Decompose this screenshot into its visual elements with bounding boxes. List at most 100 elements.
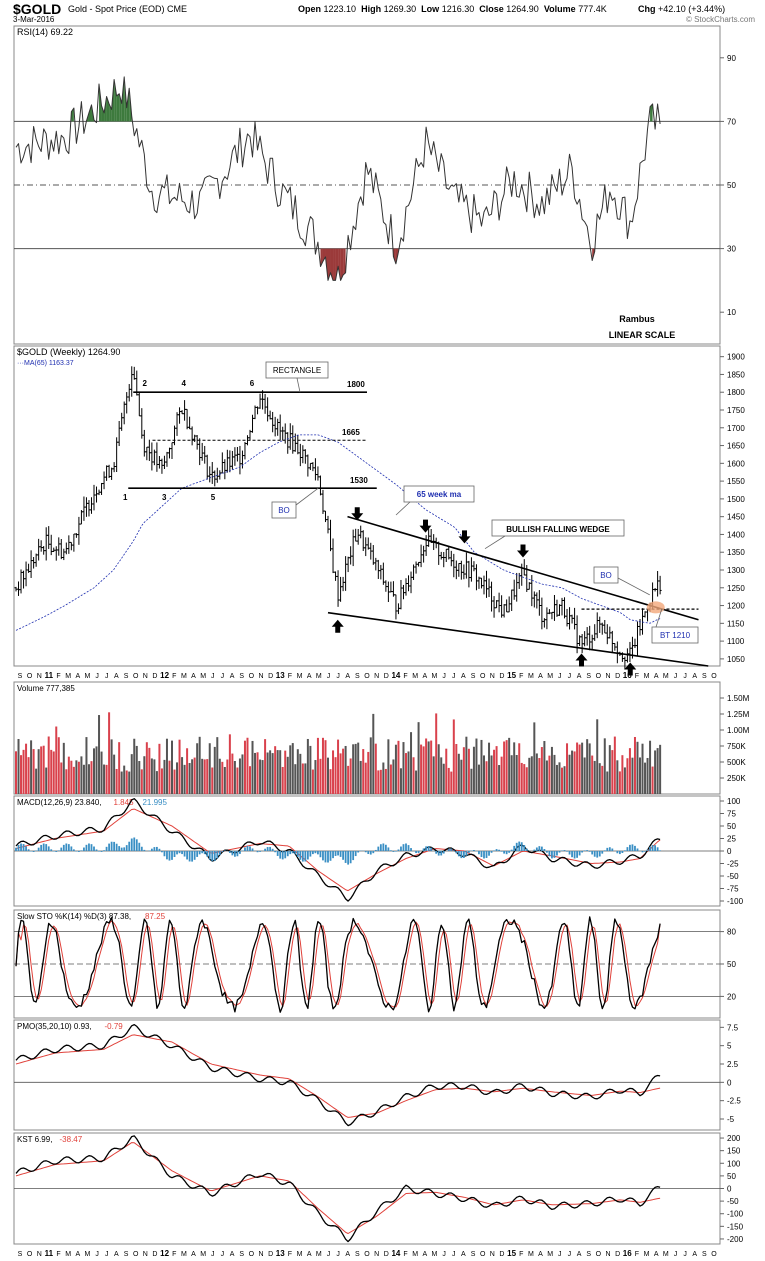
bottom-x-axis-label: A bbox=[191, 1251, 196, 1258]
volume-bar bbox=[42, 745, 45, 794]
arrow-down-1 bbox=[351, 507, 364, 521]
macd-histogram-bar bbox=[478, 851, 480, 855]
price-axis-tick-label: 1750 bbox=[727, 406, 745, 415]
macd-histogram-bar bbox=[495, 849, 498, 851]
volume-bar bbox=[196, 743, 199, 794]
bottom-x-axis-label: J bbox=[674, 1251, 678, 1258]
bottom-x-axis-label: O bbox=[364, 1251, 370, 1258]
volume-bar bbox=[654, 750, 657, 794]
bo-callout-box bbox=[271, 501, 297, 519]
volume-bar bbox=[269, 750, 272, 794]
bottom-x-axis-label: S bbox=[18, 1251, 23, 1258]
rsi-axis-tick-label: 50 bbox=[727, 181, 736, 190]
volume-bar bbox=[515, 754, 518, 794]
price-x-axis-label: D bbox=[384, 673, 389, 680]
volume-bar bbox=[27, 757, 30, 794]
macd-histogram-bar bbox=[143, 849, 146, 851]
macd-histogram-bar bbox=[269, 846, 272, 851]
macd-histogram-bar bbox=[98, 851, 100, 852]
bottom-x-axis-label: O bbox=[596, 1251, 602, 1258]
bottom-x-axis-label: M bbox=[200, 1251, 206, 1258]
stochastic-axis-tick-label: 50 bbox=[727, 960, 736, 969]
volume-bar bbox=[435, 713, 438, 794]
macd-histogram-bar bbox=[85, 844, 88, 851]
price-x-axis-label: M bbox=[412, 673, 418, 680]
price-x-axis-label: M bbox=[297, 673, 303, 680]
macd-histogram-bar bbox=[558, 851, 561, 853]
volume-bar bbox=[354, 743, 357, 794]
macd-histogram-bar bbox=[455, 851, 458, 854]
macd-histogram-bar bbox=[344, 851, 347, 863]
volume-bar bbox=[301, 763, 304, 794]
macd-histogram-bar bbox=[452, 850, 455, 851]
macd-histogram-bar bbox=[538, 846, 541, 851]
bottom-x-axis-label: M bbox=[528, 1251, 534, 1258]
macd-histogram-bar bbox=[274, 851, 277, 853]
macd-histogram-bar bbox=[548, 851, 551, 857]
bottom-x-axis-label: 11 bbox=[45, 1249, 54, 1258]
macd-histogram-bar bbox=[377, 846, 380, 851]
volume-bar bbox=[397, 740, 400, 794]
volume-bar bbox=[294, 764, 297, 794]
volume-axis-label: 250K bbox=[727, 774, 746, 783]
macd-histogram-bar bbox=[158, 848, 161, 851]
macd-histogram-bar bbox=[629, 844, 631, 851]
volume-bar bbox=[87, 764, 90, 794]
volume-bar bbox=[339, 753, 342, 794]
macd-histogram-bar bbox=[289, 851, 292, 855]
volume-bar bbox=[279, 750, 282, 794]
macd-histogram-bar bbox=[55, 851, 58, 852]
price-axis-tick-label: 1300 bbox=[727, 566, 745, 575]
macd-histogram-bar bbox=[110, 841, 113, 851]
price-x-axis-label: A bbox=[692, 673, 697, 680]
macd-histogram-bar bbox=[649, 846, 651, 851]
kst-axis-tick-label: -50 bbox=[727, 1197, 739, 1206]
price-x-axis-label: A bbox=[461, 673, 466, 680]
volume-bar bbox=[571, 750, 574, 794]
volume-bar bbox=[193, 757, 196, 794]
macd-histogram-bar bbox=[173, 851, 176, 857]
bottom-x-axis-label: M bbox=[181, 1251, 187, 1258]
volume-bar bbox=[540, 747, 543, 794]
price-x-axis-label: A bbox=[307, 673, 312, 680]
bt-callout-box bbox=[651, 626, 699, 644]
volume-bar bbox=[306, 738, 309, 794]
arrow-up-1 bbox=[331, 619, 344, 633]
volume-bar bbox=[296, 749, 299, 794]
price-x-axis-label: A bbox=[75, 673, 80, 680]
macd-histogram-bar bbox=[644, 851, 646, 852]
macd-histogram-bar bbox=[322, 851, 324, 861]
macd-histogram-bar bbox=[244, 847, 246, 851]
macd-histogram-bar bbox=[324, 851, 327, 863]
volume-bar bbox=[364, 762, 367, 794]
macd-histogram-bar bbox=[390, 850, 392, 851]
rsi-oversold-fill bbox=[343, 248, 346, 275]
macd-histogram-bar bbox=[457, 851, 460, 857]
volume-axis-label: 500K bbox=[727, 758, 746, 767]
pmo-axis-tick-label: -5 bbox=[727, 1115, 735, 1124]
macd-histogram-bar bbox=[196, 851, 199, 857]
bottom-x-axis-label: F bbox=[172, 1251, 176, 1258]
price-axis-tick-label: 1400 bbox=[727, 530, 745, 539]
price-x-axis-label: 14 bbox=[391, 671, 400, 680]
macd-axis-tick-label: -50 bbox=[727, 872, 739, 881]
macd-axis-tick-label: 25 bbox=[727, 835, 736, 844]
price-x-axis-label: M bbox=[644, 673, 650, 680]
volume-bar bbox=[178, 739, 181, 794]
volume-bar bbox=[639, 757, 641, 794]
macd-histogram-bar bbox=[15, 847, 17, 851]
volume-bar bbox=[394, 744, 397, 794]
kst-legend: KST 6.99, bbox=[17, 1135, 52, 1144]
volume-bar bbox=[618, 771, 621, 794]
wedge-callout-box bbox=[491, 519, 625, 537]
volume-bar bbox=[145, 742, 148, 794]
macd-histogram-bar bbox=[447, 848, 450, 851]
volume-bar bbox=[32, 749, 35, 794]
macd-histogram-bar bbox=[317, 851, 319, 855]
macd-histogram-bar bbox=[291, 851, 294, 854]
macd-histogram-bar bbox=[35, 850, 38, 851]
volume-bar bbox=[337, 739, 340, 794]
volume-bar bbox=[649, 740, 652, 794]
macd-histogram-bar bbox=[503, 851, 506, 854]
volume-bar bbox=[483, 755, 485, 794]
